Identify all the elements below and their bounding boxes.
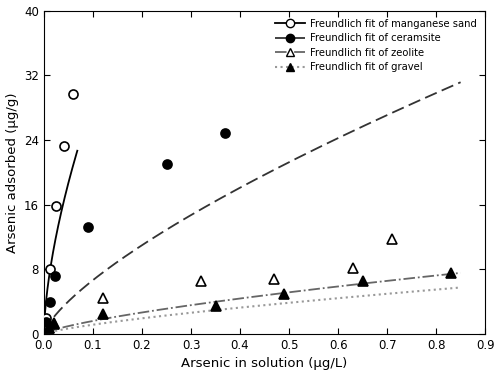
Y-axis label: Arsenic adsorbed (μg/g): Arsenic adsorbed (μg/g)	[6, 92, 18, 253]
X-axis label: Arsenic in solution (μg/L): Arsenic in solution (μg/L)	[182, 358, 348, 370]
Legend: Freundlich fit of manganese sand, Freundlich fit of ceramsite, Freundlich fit of: Freundlich fit of manganese sand, Freund…	[272, 15, 480, 75]
